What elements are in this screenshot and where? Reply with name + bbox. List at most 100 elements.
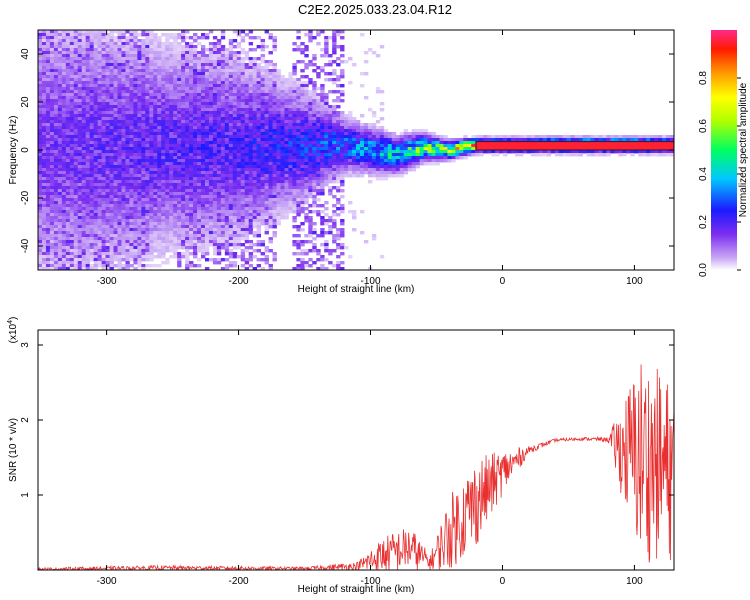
spectrogram-cell xyxy=(129,222,134,226)
spectrogram-cell xyxy=(85,114,91,118)
spectrogram-cell xyxy=(69,69,75,73)
spectrogram-cell xyxy=(280,180,285,184)
spectrogram-cell xyxy=(181,63,186,67)
spectrogram-cell xyxy=(288,147,293,151)
spectrogram-cell xyxy=(200,207,206,211)
spectrogram-cell xyxy=(181,216,186,220)
spectrogram-cell xyxy=(65,156,71,160)
spectrogram-cell xyxy=(232,45,238,49)
spectrogram-cell xyxy=(244,123,250,127)
spectrogram-cell xyxy=(69,135,75,139)
spectrogram-cell xyxy=(197,102,202,106)
spectrogram-cell xyxy=(272,117,277,121)
spectrogram-cell xyxy=(97,237,103,241)
spectrogram-cell xyxy=(153,246,158,250)
spectrogram-cell xyxy=(41,60,47,64)
spectrogram-cell xyxy=(185,168,190,172)
spectrogram-cell xyxy=(193,249,198,253)
spectrogram-cell xyxy=(153,120,158,124)
spectrogram-cell xyxy=(89,90,95,94)
spectrogram-cell xyxy=(133,240,138,244)
spectrogram-cell xyxy=(49,219,55,223)
spectrogram-cell xyxy=(228,45,234,49)
spectrogram-cell xyxy=(153,81,158,85)
spectrogram-cell xyxy=(113,96,118,100)
spectrogram-cell xyxy=(81,99,87,103)
spectrogram-cell xyxy=(208,60,214,64)
spectrogram-cell xyxy=(296,87,301,91)
spectrogram-cell xyxy=(45,162,51,166)
spectrogram-cell xyxy=(73,192,79,196)
spectrogram-cell xyxy=(141,117,146,121)
spectrogram-cell xyxy=(189,171,194,175)
spectrogram-cell xyxy=(185,69,190,73)
spectrogram-cell xyxy=(129,183,134,187)
spectrogram-cell xyxy=(197,216,202,220)
spectrogram-cell xyxy=(125,252,130,256)
spectrogram-cell xyxy=(109,204,114,208)
spectrogram-cell xyxy=(236,240,242,244)
spectrogram-cell xyxy=(53,147,59,151)
spectrogram-cell xyxy=(97,66,103,70)
spectrogram-cell xyxy=(89,144,95,148)
spectrogram-cell xyxy=(232,138,238,142)
spectrogram-cell xyxy=(216,141,222,145)
spectrogram-cell xyxy=(61,51,67,55)
spectrogram-cell xyxy=(284,165,289,169)
spectrogram-cell xyxy=(232,192,238,196)
spectrogram-cell xyxy=(208,150,214,154)
spectrogram-cell xyxy=(165,174,170,178)
spectrogram-cell xyxy=(232,129,238,133)
spectrogram-cell xyxy=(212,153,218,157)
spectrogram-cell xyxy=(264,75,269,79)
spectrogram-cell xyxy=(121,84,126,88)
spectrogram-cell xyxy=(38,96,43,100)
spectrogram-cell xyxy=(264,174,269,178)
spectrogram-cell xyxy=(85,204,91,208)
spectrogram-cell xyxy=(296,114,301,118)
spectrogram-cell xyxy=(85,183,91,187)
spectrogram-cell xyxy=(220,186,226,190)
spectrogram-cell xyxy=(149,252,154,256)
spectrogram-cell xyxy=(165,246,170,250)
spectrogram-cell xyxy=(185,30,190,34)
spectrogram-cell xyxy=(73,78,79,82)
spectrogram-cell xyxy=(304,54,309,58)
spectrogram-cell xyxy=(69,222,75,226)
spectrogram-cell xyxy=(133,222,138,226)
spectrogram-cell xyxy=(161,69,166,73)
spectrogram-cell xyxy=(105,225,110,229)
spectrogram-cell xyxy=(97,240,103,244)
spectrogram-cell xyxy=(208,192,214,196)
spectrogram-cell xyxy=(300,171,305,175)
spectrogram-cell xyxy=(268,105,273,109)
spectrogram-cell xyxy=(113,114,118,118)
spectrogram-cell xyxy=(280,159,285,163)
spectrogram-cell xyxy=(197,63,202,67)
spectrogram-cell xyxy=(157,189,162,193)
spectrogram-cell xyxy=(173,99,178,103)
spectrogram-cell xyxy=(41,243,47,247)
spectrogram-cell xyxy=(197,75,202,79)
spectrogram-cell xyxy=(125,132,130,136)
spectrogram-cell xyxy=(288,165,293,169)
spectrogram-cell xyxy=(200,99,206,103)
spectrogram-cell xyxy=(149,201,154,205)
spectrogram-cell xyxy=(193,150,198,154)
spectrogram-cell xyxy=(208,141,214,145)
spectrogram-cell xyxy=(173,231,178,235)
spectrogram-cell xyxy=(256,111,262,115)
spectrogram-cell xyxy=(85,105,91,109)
spectrogram-cell xyxy=(81,201,87,205)
spectrogram-cell xyxy=(109,243,114,247)
spectrogram-cell xyxy=(105,105,110,109)
spectrogram-cell xyxy=(53,126,59,130)
spectrogram-cell xyxy=(101,234,106,238)
spectrogram-cell xyxy=(157,204,162,208)
spectrogram-cell xyxy=(125,84,130,88)
spectrogram-cell xyxy=(248,141,254,145)
spectrogram-cell xyxy=(117,219,122,223)
spectrogram-cell xyxy=(165,177,170,181)
spectrogram-cell xyxy=(204,99,210,103)
spectrogram-cell xyxy=(252,174,258,178)
